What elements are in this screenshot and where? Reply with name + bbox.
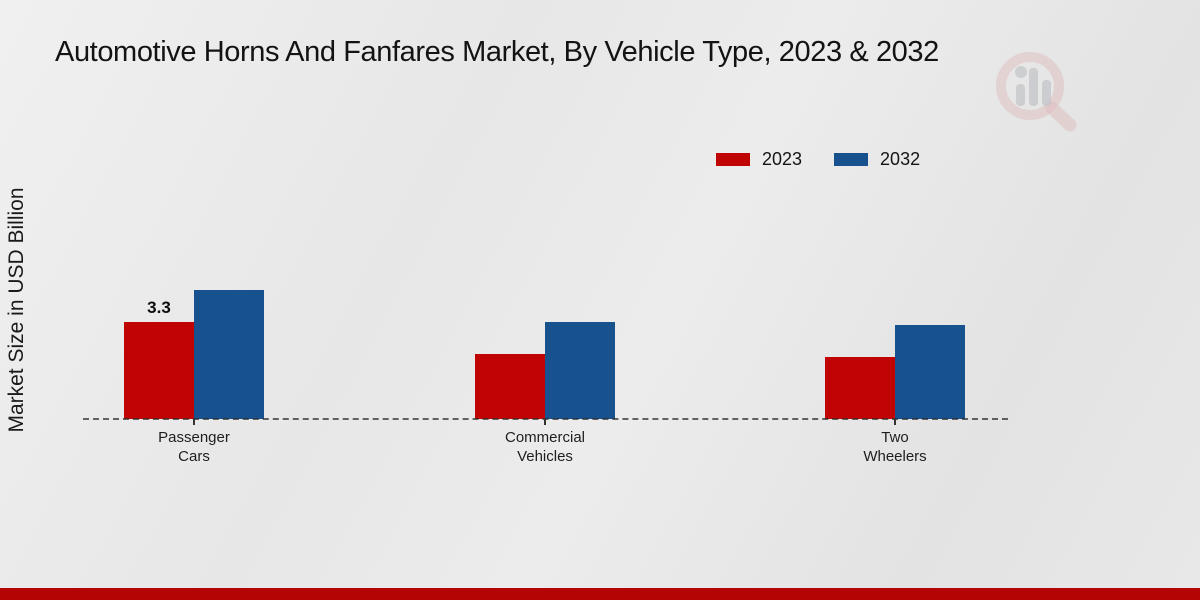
category-label: Passenger Cars <box>158 429 230 465</box>
bar-value-label: 3.3 <box>147 298 171 317</box>
legend-label-2023: 2023 <box>762 149 803 169</box>
bar-2032-passenger-cars <box>194 290 264 419</box>
bar-2032-two-wheelers <box>895 325 965 419</box>
bar-2023-commercial-vehicles <box>475 354 545 419</box>
x-axis-tick <box>894 419 896 425</box>
bar-2023-two-wheelers <box>825 357 895 419</box>
bar-2023-passenger-cars <box>124 322 194 419</box>
legend-item-2032: 2032 <box>834 149 920 170</box>
legend-item-2023: 2023 <box>716 149 802 170</box>
chart-title: Automotive Horns And Fanfares Market, By… <box>55 36 939 68</box>
legend-swatch-2032 <box>834 153 869 166</box>
bar-2032-commercial-vehicles <box>545 322 615 419</box>
x-axis-tick <box>544 419 546 425</box>
legend: 2023 2032 <box>716 149 920 170</box>
category-label: Two Wheelers <box>863 429 927 465</box>
x-axis-tick <box>193 419 195 425</box>
magnifier-bar-chart-logo-icon <box>996 52 1077 132</box>
category-label: Commercial Vehicles <box>504 429 585 465</box>
bottom-accent-strip <box>0 588 1200 600</box>
legend-swatch-2023 <box>716 153 750 166</box>
legend-label-2032: 2032 <box>880 149 921 169</box>
